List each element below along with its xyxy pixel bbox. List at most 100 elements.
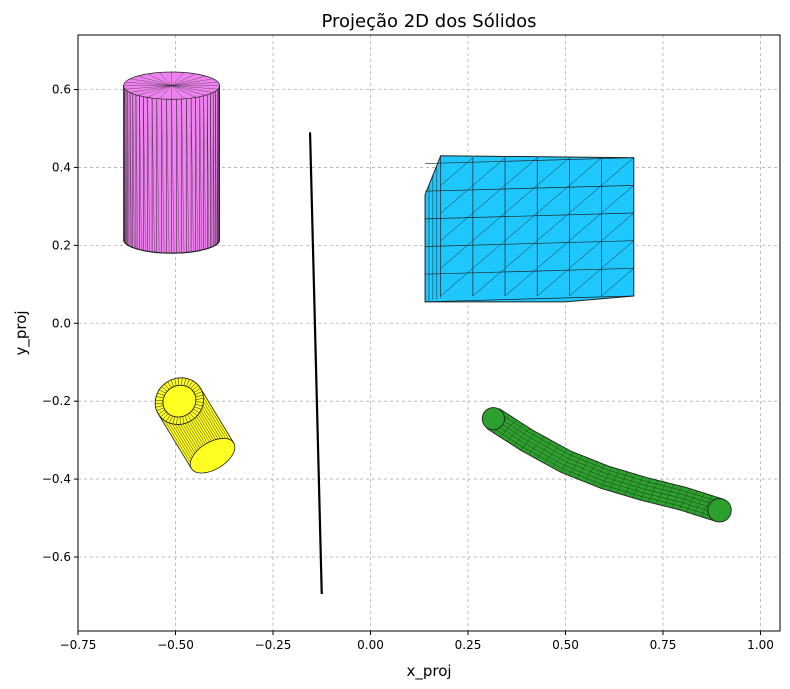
cube-mesh-horizontal [425,267,634,275]
curved-tube-mesh-ring [608,469,620,491]
cylinder-mesh-diag [125,89,127,245]
cylinder-mesh-diag [135,94,138,250]
x-tick-label: 0.00 [357,638,384,652]
cylinder-mesh-diag [212,92,215,246]
y-tick-label: −0.4 [42,472,71,486]
cube-mesh-diagonal [504,185,538,214]
tube-cap-mesh [172,416,176,425]
curved-tube-mesh-ring [551,449,568,468]
cube-mesh-diagonal [537,212,570,241]
curved-tube-mesh-line [493,418,720,511]
curved-tube-mesh-ring [513,428,530,446]
cube-mesh-horizontal [425,185,634,192]
x-tick-label: 0.25 [455,638,482,652]
y-tick-label: 0.0 [52,316,71,330]
curved-tube-end-cap [707,498,732,523]
cube-mesh-diagonal [569,185,602,214]
y-tick-label: −0.2 [42,394,71,408]
cylinder-cap-spoke [171,85,185,99]
cube-mesh-horizontal [425,212,634,220]
cylinder-mesh-diag [161,98,165,253]
cylinder-cap-spoke [171,72,185,86]
tube-cap-mesh [167,381,172,389]
cylinder-solid [123,71,221,254]
cylinder-mesh-diag [181,98,185,253]
cylinder-mesh-diag [210,93,212,247]
axes-frame [77,34,781,632]
cylinder-mesh-diag [171,99,175,254]
x-axis-title: x_proj [406,662,451,681]
cube-mesh-diagonal [537,157,570,186]
curved-tube-mesh-ring [576,458,590,479]
cube-mesh-diagonal [440,240,474,269]
cube-mesh-diagonal [537,240,570,269]
cylinder-cap-spoke [159,85,172,99]
cylinder-mesh-diag [190,98,194,252]
tube-far-cap [189,437,236,474]
cube-mesh-diagonal [504,212,538,241]
curved-tube-mesh-ring [520,431,537,451]
curved-tube-mesh-ring [560,452,574,473]
tube-cap-mesh [156,396,164,399]
cylinder-mesh-diag [207,94,210,249]
curved-tube-mesh-ring [693,493,705,515]
cylinder-mesh-diag [156,98,160,253]
tube-mesh-line [198,389,232,445]
y-tick-label: −0.6 [42,550,71,564]
tube-cap-mesh [189,412,195,419]
cube-mesh-diagonal [569,240,602,269]
cylinder-mesh-diag [186,98,189,253]
cube-mesh-diagonal [472,240,506,269]
cylinder-mesh-diag [129,92,132,247]
tube-cap-mesh [193,388,201,393]
curved-tube-mesh-ring [671,486,682,509]
curved-tube-body [486,408,724,522]
curved-tube-mesh-ring [500,419,517,438]
tube-cap-mesh [184,415,188,423]
cylinder-cap-spoke [171,81,218,86]
y-axis-ticks: −0.6 −0.4 −0.2 0.0 0.2 0.4 0.6 [42,83,78,564]
tube-mesh-line [160,412,194,468]
tube-cap-mesh [155,402,163,405]
tube-cap-mesh [191,410,198,416]
cube-mesh-horizontal [425,157,634,164]
cube-mesh-diagonal [601,185,634,214]
cube-mesh-diagonal [537,268,570,297]
curved-tube-mesh-ring [528,436,544,455]
cylinder-cap-spoke [171,85,218,90]
cylinder-mesh-diag [217,89,219,244]
tube-mesh-line [158,413,192,469]
cube-mesh-diagonal [472,157,506,186]
tube-cap-mesh [195,394,204,398]
curved-tube-mesh-ring [701,495,713,517]
cylinder-mesh-diag [199,96,202,251]
cube-mesh-diagonal [440,185,474,214]
tube-cap-mesh [174,378,177,386]
cube-body [424,155,635,303]
tube-cap-mesh [188,380,194,388]
curved-tube-mesh-ring [506,423,524,442]
curved-tube-mesh-ring [663,484,674,507]
x-tick-label: 0.50 [552,638,579,652]
curved-tube-mesh-ring [679,488,690,510]
cube-mesh-diagonal [504,157,538,186]
cube-solid [424,155,635,303]
curved-tube-mesh-ring [584,461,598,482]
tube-mesh-line [200,388,234,443]
tube-cap-mesh [190,382,197,389]
tube-cap-mesh [182,416,185,424]
cylinder-cap-spoke [137,75,172,86]
cube-mesh-diagonal [601,240,634,269]
cylinder-cap-spoke [171,75,206,86]
cylinder-mesh-diag [127,91,130,246]
curved-tube-start-cap [481,407,505,431]
y-axis-title: y_proj [12,310,31,355]
x-axis-ticks: −0.75 −0.50 −0.25 0.00 0.25 0.50 0.75 1.00 [60,631,774,652]
plot-area [123,71,732,595]
curved-tube-mesh-ring [616,471,628,494]
tube-cap-mesh [159,389,166,394]
x-tick-label: −0.25 [255,638,292,652]
cylinder-mesh-diag [132,93,135,249]
tube-cap-mesh [187,414,192,421]
curved-tube-mesh-ring [600,467,612,489]
